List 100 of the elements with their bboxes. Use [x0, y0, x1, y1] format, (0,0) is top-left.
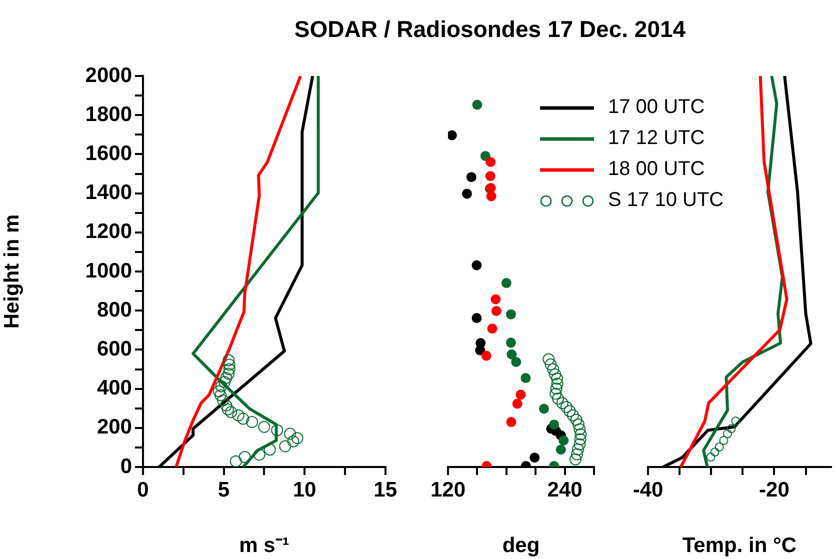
- legend-label: 17 00 UTC: [608, 95, 705, 120]
- point: [486, 157, 496, 168]
- point: [232, 409, 244, 422]
- point: [506, 338, 516, 348]
- point: [223, 358, 236, 371]
- point: [216, 394, 229, 406]
- point: [547, 363, 560, 376]
- point: [552, 392, 564, 405]
- legend-label: 18 00 UTC: [608, 157, 705, 182]
- point: [542, 353, 555, 366]
- point: [246, 416, 258, 428]
- point: [570, 453, 582, 466]
- point: [550, 382, 562, 395]
- point: [487, 324, 498, 334]
- point: [215, 380, 228, 392]
- point: [570, 414, 582, 426]
- point: [551, 378, 564, 390]
- point: [212, 385, 225, 398]
- point: [550, 388, 562, 400]
- point: [481, 350, 492, 361]
- point: [574, 438, 586, 450]
- y-tick-label: 200: [96, 416, 132, 439]
- point: [485, 171, 496, 182]
- point: [222, 403, 234, 416]
- y-tick-label: 1800: [85, 102, 132, 126]
- point: [574, 428, 587, 440]
- point: [264, 444, 276, 456]
- point: [506, 417, 516, 428]
- y-tick-label: 1400: [85, 181, 132, 204]
- point: [549, 368, 562, 380]
- point: [466, 172, 476, 182]
- point: [564, 405, 576, 418]
- point: [501, 278, 512, 288]
- y-tick-label: 0: [120, 454, 132, 478]
- point: [490, 294, 501, 304]
- point: [572, 418, 584, 430]
- point: [472, 313, 482, 324]
- point: [551, 372, 564, 385]
- point: [230, 455, 242, 467]
- point: [574, 423, 586, 436]
- point: [238, 451, 251, 464]
- point: [258, 420, 270, 433]
- x-tick-label: -20: [759, 478, 790, 502]
- x-tick-label: 15: [374, 478, 398, 502]
- x-tick-label: -40: [632, 478, 664, 502]
- point: [253, 448, 266, 461]
- point: [222, 354, 235, 366]
- point: [279, 440, 292, 452]
- point: [225, 406, 238, 418]
- point: [271, 424, 284, 436]
- point: [491, 306, 502, 316]
- point: [218, 376, 231, 388]
- legend-label: 17 12 UTC: [608, 126, 705, 151]
- point: [714, 442, 724, 452]
- point: [544, 358, 557, 370]
- point: [237, 412, 250, 425]
- point: [223, 363, 236, 376]
- y-tick-label: 1000: [85, 259, 132, 282]
- point: [214, 389, 227, 402]
- point: [291, 432, 304, 444]
- x-axis-title: deg: [502, 534, 540, 558]
- point: [556, 397, 568, 410]
- point: [287, 435, 300, 448]
- point: [222, 368, 235, 380]
- point: [448, 130, 457, 140]
- point: [706, 452, 716, 462]
- point: [560, 400, 572, 413]
- y-tick-label: 1200: [85, 220, 132, 244]
- point: [475, 345, 486, 356]
- point: [566, 409, 579, 422]
- point: [572, 443, 584, 456]
- point: [726, 424, 736, 434]
- y-tick-label: 2000: [85, 64, 132, 87]
- y-tick-label: 1600: [85, 142, 132, 165]
- x-axis-title: m s⁻¹: [239, 534, 290, 558]
- point: [506, 309, 516, 320]
- point: [472, 100, 482, 110]
- x-tick-label: 0: [137, 478, 149, 502]
- point: [220, 372, 232, 384]
- x-tick-label: 240: [547, 478, 582, 502]
- y-axis-title: Height in m: [0, 214, 24, 329]
- point: [731, 416, 740, 426]
- x-axis-title: Temp. in °C: [682, 534, 797, 558]
- point: [506, 349, 517, 360]
- x-tick-label: 5: [218, 478, 230, 502]
- point: [710, 447, 720, 456]
- chart-title: SODAR / Radiosondes 17 Dec. 2014: [293, 16, 687, 43]
- point: [538, 404, 549, 414]
- point: [549, 420, 560, 430]
- x-tick-label: 120: [430, 478, 466, 502]
- point: [486, 191, 496, 202]
- point: [556, 444, 566, 455]
- point: [516, 390, 526, 400]
- point: [472, 260, 482, 270]
- x-tick-label: 10: [292, 478, 316, 502]
- point: [511, 357, 522, 368]
- point: [570, 448, 583, 460]
- y-tick-label: 800: [96, 298, 132, 322]
- point: [719, 436, 728, 445]
- point: [462, 188, 472, 199]
